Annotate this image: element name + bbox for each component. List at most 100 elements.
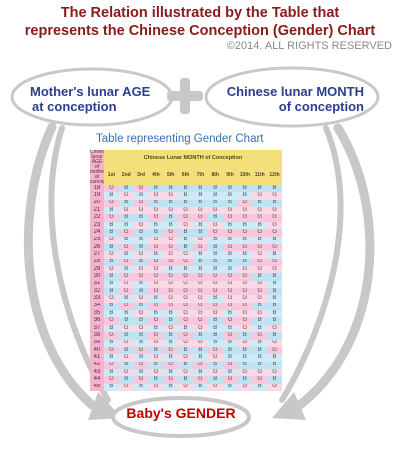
- gender-cell: G: [133, 346, 149, 355]
- gender-cell: G: [148, 317, 164, 325]
- gender-cell: G: [237, 280, 253, 289]
- gender-cell: G: [178, 288, 193, 296]
- gender-cell: B: [118, 346, 134, 355]
- gender-cell: B: [207, 317, 223, 325]
- chart-body: 18 G B G B B B B B B B B B 19 B G B G G B B B B B G G 20 G B G B B B B B B G…: [90, 185, 282, 392]
- gender-cell: G: [148, 214, 164, 222]
- gender-cell: B: [133, 332, 149, 340]
- gender-cell: B: [192, 251, 208, 259]
- gender-cell: B: [192, 229, 208, 237]
- table-row: 28 B G B G G G B B B B G G: [90, 258, 282, 266]
- gender-cell: G: [222, 376, 238, 384]
- gender-cell: B: [222, 339, 238, 347]
- gender-cell: G: [178, 339, 193, 347]
- age-cell: 36: [90, 317, 104, 325]
- gender-cell: B: [222, 368, 238, 377]
- gender-cell: G: [207, 229, 223, 237]
- gender-cell: B: [104, 207, 119, 215]
- gender-cell: G: [222, 361, 238, 369]
- gender-cell: B: [237, 354, 253, 362]
- gender-cell: B: [148, 310, 164, 318]
- gender-cell: B: [222, 251, 238, 259]
- gender-cell: G: [148, 236, 164, 244]
- gender-cell: B: [267, 317, 282, 325]
- gender-cell: G: [222, 229, 238, 237]
- gender-cell: B: [222, 265, 238, 274]
- gender-cell: G: [148, 207, 164, 215]
- month-header-cell: 1st: [104, 167, 119, 185]
- gender-cell: G: [267, 221, 282, 230]
- gender-cell: G: [163, 280, 179, 289]
- table-row: 42 G B G B G B G B G B B B: [90, 361, 282, 369]
- right-arrow-head: [272, 392, 306, 420]
- age-cell: 23: [90, 221, 104, 230]
- gender-cell: G: [148, 368, 164, 377]
- gender-cell: G: [192, 243, 208, 252]
- gender-cell: G: [222, 295, 238, 303]
- gender-cell: B: [178, 361, 193, 369]
- gender-cell: B: [118, 185, 134, 193]
- gender-cell: B: [148, 251, 164, 259]
- gender-cell: G: [178, 354, 193, 362]
- gender-cell: B: [163, 317, 179, 325]
- gender-cell: G: [178, 332, 193, 340]
- age-cell: 26: [90, 243, 104, 252]
- gender-cell: G: [163, 207, 179, 215]
- gender-cell: G: [148, 243, 164, 252]
- gender-cell: G: [192, 207, 208, 215]
- gender-cell: B: [207, 251, 223, 259]
- gender-cell: G: [133, 251, 149, 259]
- gender-cell: G: [207, 346, 223, 355]
- gender-cell: G: [178, 383, 193, 392]
- gender-cell: G: [148, 332, 164, 340]
- gender-cell: B: [192, 383, 208, 392]
- gender-cell: B: [252, 354, 268, 362]
- gender-cell: B: [192, 192, 208, 200]
- gender-cell: G: [178, 295, 193, 303]
- gender-cell: G: [163, 288, 179, 296]
- gender-cell: B: [178, 185, 193, 193]
- gender-cell: B: [133, 368, 149, 377]
- gender-cell: G: [163, 361, 179, 369]
- gender-cell: G: [267, 258, 282, 266]
- gender-cell: B: [222, 346, 238, 355]
- gender-cell: G: [237, 324, 253, 333]
- gender-cell: B: [252, 317, 268, 325]
- gender-cell: G: [222, 332, 238, 340]
- gender-cell: G: [192, 280, 208, 289]
- gender-cell: B: [222, 221, 238, 230]
- gender-cell: G: [178, 251, 193, 259]
- table-row: 40 G B G B G B B G B B B G: [90, 346, 282, 355]
- gender-cell: B: [207, 258, 223, 266]
- month-header-cell: 11th: [252, 167, 268, 185]
- month-header: Chinese Lunar MONTH of Conception: [104, 150, 282, 168]
- gender-cell: B: [252, 339, 268, 347]
- table-row: 31 B G B G G G G G G G G B: [90, 280, 282, 289]
- gender-cell: G: [163, 192, 179, 200]
- gender-cell: G: [118, 302, 134, 311]
- age-cell: 34: [90, 302, 104, 311]
- gender-cell: G: [192, 361, 208, 369]
- gender-cell: G: [237, 339, 253, 347]
- gender-cell: B: [192, 368, 208, 377]
- gender-cell: G: [133, 376, 149, 384]
- age-cell: 33: [90, 295, 104, 303]
- gender-chart-table: Chinese lunar AGE of mother at conceptio…: [90, 150, 282, 392]
- gender-cell: G: [207, 273, 223, 281]
- gender-cell: B: [237, 332, 253, 340]
- gender-cell: G: [207, 221, 223, 230]
- gender-cell: G: [163, 324, 179, 333]
- age-cell: 24: [90, 229, 104, 237]
- gender-cell: B: [267, 361, 282, 369]
- gender-cell: G: [118, 280, 134, 289]
- table-row: 39 B G B G B G G B B G B G: [90, 339, 282, 347]
- table-row: 22 G B B G B G G B G G G G: [90, 214, 282, 222]
- title-line-2: represents the Chinese Conception (Gende…: [24, 23, 376, 39]
- month-header-cell: 6th: [178, 167, 193, 185]
- gender-cell: B: [163, 354, 179, 362]
- gender-cell: G: [237, 229, 253, 237]
- gender-cell: B: [192, 354, 208, 362]
- age-cell: 18: [90, 185, 104, 193]
- gender-cell: B: [104, 280, 119, 289]
- gender-cell: B: [267, 310, 282, 318]
